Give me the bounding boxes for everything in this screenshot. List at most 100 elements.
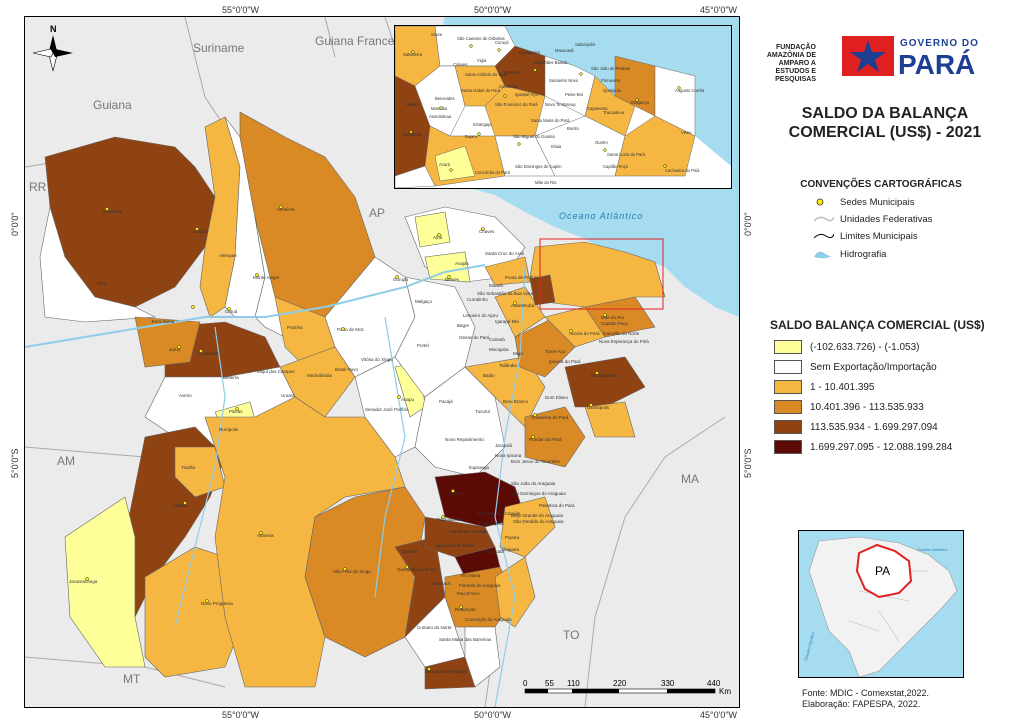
region-juruti[interactable]	[134, 316, 201, 368]
coord-top-2: 50°0'0"W	[474, 5, 512, 15]
muni-label: Portel	[417, 343, 429, 348]
legend-label: Sem Exportação/Importação	[810, 361, 937, 373]
muni-label: Porto de Moz	[337, 327, 365, 332]
tapajos-river	[174, 326, 226, 628]
inset-label: Igarapé-Açu	[515, 92, 538, 97]
region-santa-maria-das-barreiras[interactable]	[464, 626, 501, 688]
muni-label: São João do Araguaia	[511, 481, 556, 486]
seat-dot	[603, 148, 607, 152]
region-afua[interactable]	[414, 211, 451, 248]
legend-item: 10.401.396 - 113.535.933	[774, 400, 924, 414]
muni-label: Aveiro	[179, 393, 192, 398]
seat-dot	[531, 435, 535, 439]
inset-region[interactable]	[614, 55, 656, 117]
muni-label: Paragominas	[591, 373, 618, 378]
amazon-river	[25, 264, 486, 348]
inset-label: Salinópolis	[575, 42, 595, 47]
seat-icon	[812, 196, 834, 208]
muni-label: Vitória do Xingu	[361, 357, 393, 362]
region-ulianopolis[interactable]	[584, 401, 636, 438]
region-jacareacanga[interactable]	[64, 496, 146, 668]
legend-swatch	[774, 360, 802, 374]
muni-label: Xinguara	[501, 547, 520, 552]
locator-ocean: Oceano Atlântico	[917, 547, 948, 552]
muni-label: Santana do Araguaia	[425, 669, 468, 674]
muni-label: Uruará	[281, 393, 295, 398]
gov-bottom-text: PARÁ	[898, 49, 975, 80]
inset-map[interactable]: Salvaterra Soure São Caetano de Odivelas…	[394, 25, 732, 189]
seat-dot	[105, 207, 109, 211]
legend-swatch	[774, 380, 802, 394]
muni-label: Santa Cruz do Arari	[485, 251, 524, 256]
inset-label: Viseu	[681, 130, 692, 135]
inset-label: São João de Pirabas	[591, 66, 630, 71]
legend-label: 1 - 10.401.395	[810, 381, 875, 393]
inset-label: Colares	[453, 62, 467, 67]
region-conceicao-araguaia[interactable]	[494, 556, 536, 628]
inset-label: Ourém	[595, 140, 608, 145]
inset-label: Bonito	[567, 126, 580, 131]
coord-top-3: 45°0'0"W	[700, 5, 738, 15]
municipality-labels: Oriximiná Óbidos Alenquer Almeirim Monte…	[69, 207, 649, 674]
region-breu-branco[interactable]	[464, 356, 546, 428]
region-cumaru-do-norte[interactable]	[404, 596, 466, 668]
muni-label: Tucuruí	[475, 409, 491, 414]
seat-dot	[533, 413, 537, 417]
seat-dot	[481, 227, 485, 231]
inset-label: Barcarena	[403, 132, 423, 137]
legend-swatch	[774, 440, 802, 454]
fapespa-logo: FUNDAÇÃO AMAZÔNIA DE AMPARO A ESTUDOS E …	[748, 44, 816, 84]
inset-highlight-box	[539, 238, 664, 310]
inset-label: Capitão Poço	[603, 164, 629, 169]
muni-label: Cumaru do Norte	[417, 625, 452, 630]
region-faro[interactable]	[39, 206, 157, 323]
region-trairao[interactable]	[174, 446, 226, 498]
conventions-title: CONVENÇÕES CARTOGRÁFICAS	[800, 179, 962, 190]
region-paragominas[interactable]	[564, 356, 646, 408]
muni-label: Melgaço	[415, 299, 433, 304]
inset-region[interactable]	[614, 115, 696, 177]
legend-label: 113.535.934 - 1.699.297.094	[810, 421, 938, 433]
muni-label: Curralinho	[467, 297, 488, 302]
label-suriname: Suriname	[193, 41, 245, 55]
inset-label: Capanema	[587, 106, 608, 111]
muni-label: Prainha	[287, 325, 303, 330]
inset-label: Benevides	[435, 96, 455, 101]
legend-label: 10.401.396 - 113.535.933	[810, 401, 924, 413]
region-ponta-pedras[interactable]	[484, 256, 531, 286]
legend-title: SALDO BALANÇA COMERCIAL (US$)	[770, 318, 985, 332]
seat-dot	[513, 301, 517, 305]
inset-region[interactable]	[584, 75, 636, 137]
region-rondon[interactable]	[524, 406, 586, 468]
legend-swatch	[774, 400, 802, 414]
seat-dot	[595, 371, 599, 375]
coord-left-1: 0°0'0"	[10, 212, 20, 236]
inset-label: Belém	[407, 102, 419, 107]
legend-swatch	[774, 340, 802, 354]
muni-label: Oeiras do Pará	[459, 335, 490, 340]
seat-dot	[469, 44, 473, 48]
inset-region[interactable]	[395, 165, 436, 188]
inset-label: Primavera	[601, 78, 621, 83]
inset-label: Santa Izabel do Pará	[461, 88, 501, 93]
muni-label: Floresta do Araguaia	[459, 583, 501, 588]
scale-bar: 0 55 110 220 330 440 Km	[523, 679, 731, 696]
inset-region[interactable]	[434, 145, 476, 182]
muni-label: Curuá	[225, 309, 238, 314]
seat-dot	[503, 94, 507, 98]
conv-limites: Limites Municipais	[812, 230, 918, 242]
locator-pa-label: PA	[875, 564, 890, 578]
seat-dot	[341, 327, 345, 331]
muni-label: Brejo Grande do Araguaia	[511, 513, 564, 518]
inset-label: Quatipuru	[603, 88, 622, 93]
xingu-river	[374, 316, 406, 598]
coord-left-2: 5°0'0"S	[10, 448, 20, 478]
region-barcarena[interactable]	[529, 274, 556, 306]
muni-label: Novo Repartimento	[445, 437, 484, 442]
seat-dot	[635, 98, 639, 102]
label-guiana-francesa: Guiana Francesa	[315, 34, 407, 48]
muni-label: Nova Esperança do Piriá	[599, 339, 649, 344]
seat-dot	[427, 667, 431, 671]
muni-label: Sapucaia	[485, 549, 504, 554]
muni-label: Anajás	[455, 261, 470, 266]
